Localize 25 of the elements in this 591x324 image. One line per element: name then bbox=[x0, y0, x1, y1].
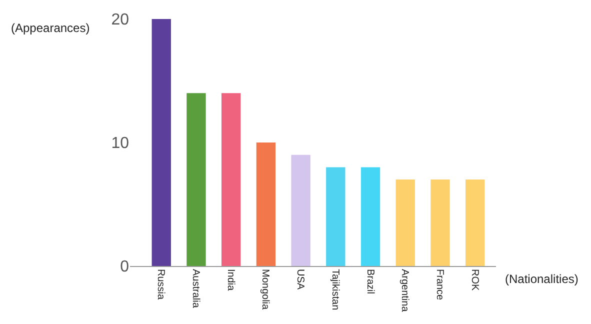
y-tick-label: 0 bbox=[120, 258, 130, 276]
bar bbox=[291, 154, 310, 266]
bar bbox=[222, 93, 241, 266]
x-tick-label: Tajikistan bbox=[329, 269, 340, 310]
x-tick-label: ROK bbox=[468, 269, 480, 291]
bar bbox=[430, 180, 450, 266]
bar bbox=[396, 180, 415, 266]
bar bbox=[466, 180, 485, 266]
bar bbox=[186, 93, 206, 266]
y-tick-label: 10 bbox=[111, 135, 130, 152]
x-tick-label: France bbox=[434, 269, 445, 301]
x-tick-label: USA bbox=[294, 269, 306, 290]
y-tick-label: 20 bbox=[111, 12, 130, 29]
x-tick-label: Russia bbox=[155, 269, 166, 300]
bar bbox=[152, 19, 171, 266]
bar bbox=[326, 167, 346, 266]
x-axis-title: (Nationalities) bbox=[505, 272, 578, 286]
x-tick-label: Argentina bbox=[399, 269, 410, 312]
y-axis-title: (Appearances) bbox=[11, 21, 90, 35]
x-tick-label: Brazil bbox=[364, 269, 376, 294]
x-tick-label: India bbox=[224, 269, 236, 292]
x-tick-label: Australia bbox=[190, 269, 201, 308]
bar bbox=[360, 167, 380, 266]
bar bbox=[256, 142, 276, 266]
x-tick-label: Mongolia bbox=[260, 269, 271, 310]
